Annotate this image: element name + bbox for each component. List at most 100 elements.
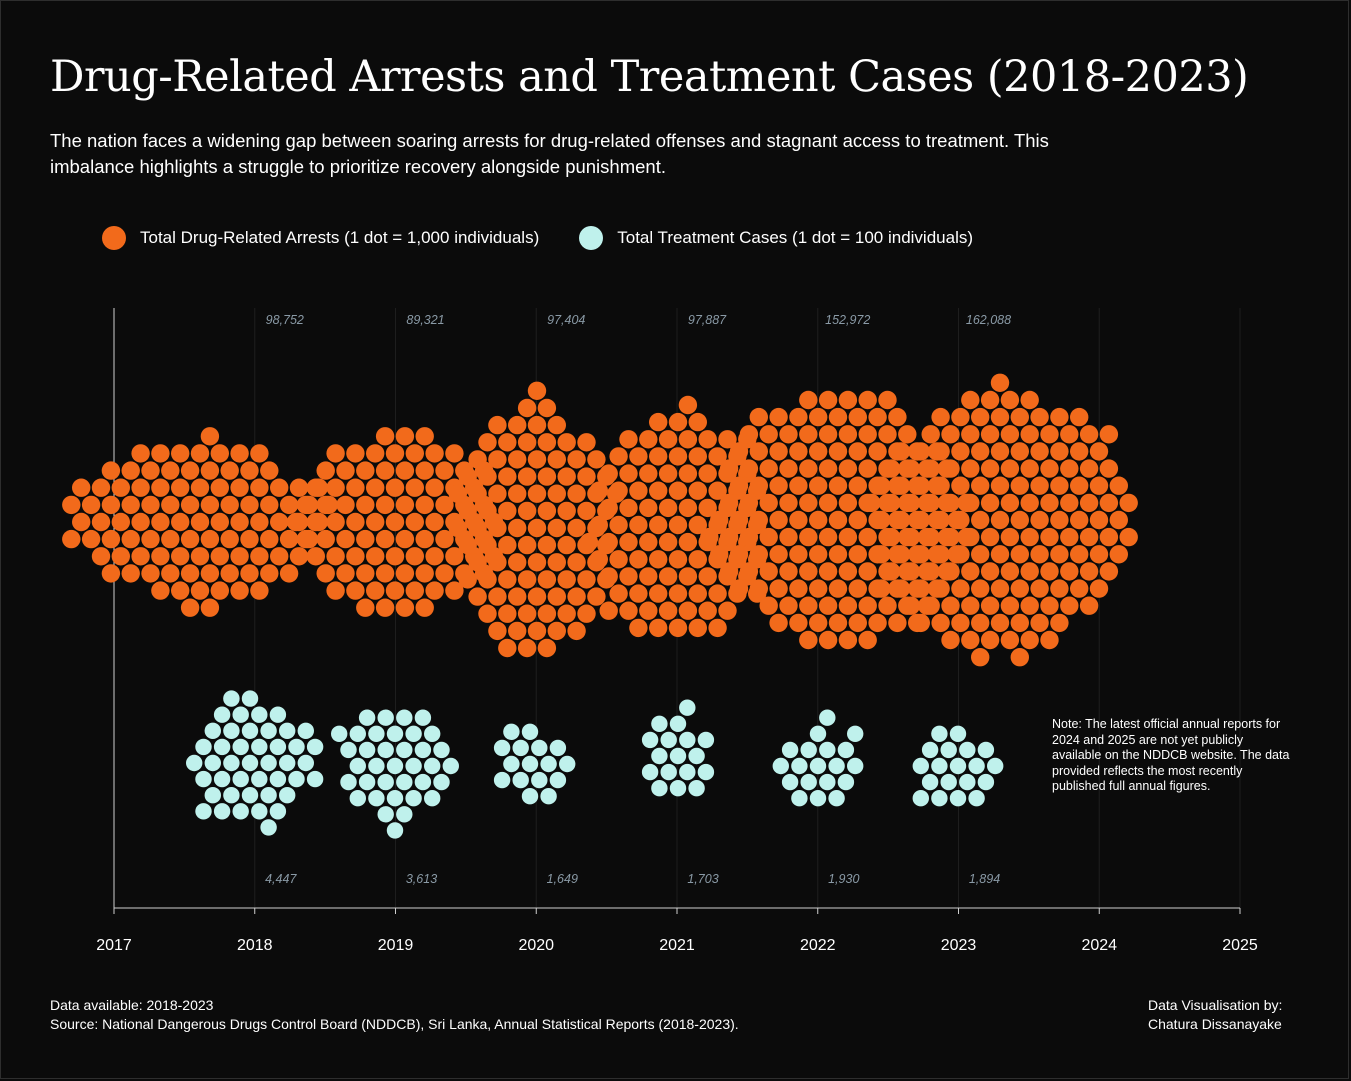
treatment-dot-2019-21 xyxy=(424,790,441,807)
arrest-dot-2019-58 xyxy=(306,512,325,532)
treatment-dot-2021-12 xyxy=(697,731,715,749)
treatment-dot-2022-12 xyxy=(781,773,799,791)
x-tick-label-2025: 2025 xyxy=(1222,937,1258,954)
arrest-dot-2019-68 xyxy=(395,427,415,446)
treatment-dot-2018-2 xyxy=(251,770,268,788)
arrest-dot-2022-115 xyxy=(818,630,838,650)
arrest-dot-2023-60 xyxy=(1010,579,1029,598)
arrest-dot-2019-30 xyxy=(346,547,365,566)
arrest-dot-2019-7 xyxy=(356,495,375,515)
arrest-dot-2020-46 xyxy=(537,604,557,623)
arrest-dot-2018-41 xyxy=(180,564,200,583)
arrest-dot-2018-55 xyxy=(141,461,160,480)
arrest-dot-2018-71 xyxy=(121,564,140,583)
arrest-dot-2019-33 xyxy=(415,564,434,583)
arrest-dot-2023-6 xyxy=(1000,493,1020,513)
arrest-dot-2020-24 xyxy=(498,467,517,486)
arrest-dot-2020-80 xyxy=(577,433,596,452)
x-tick-label-2018: 2018 xyxy=(237,937,273,954)
treatment-dot-2021-2 xyxy=(679,763,696,781)
arrest-dot-2018-51 xyxy=(279,495,299,515)
arrests-value-label-2019: 89,321 xyxy=(406,313,444,327)
arrest-dot-2020-16 xyxy=(498,501,517,521)
arrest-dot-2023-112 xyxy=(1079,562,1099,581)
arrest-dot-2020-76 xyxy=(537,398,557,418)
treatment-dot-2023-15 xyxy=(977,741,995,759)
treatment-dot-2021-14 xyxy=(688,780,705,797)
arrest-dot-2018-19 xyxy=(190,547,210,566)
treatment-dot-2022-13 xyxy=(837,773,855,791)
arrest-dot-2019-12 xyxy=(415,529,434,549)
arrest-dot-2019-75 xyxy=(375,598,395,617)
arrest-dot-2019-56 xyxy=(296,495,316,515)
treatment-dot-2023-18 xyxy=(912,790,929,807)
arrest-dot-2022-30 xyxy=(779,493,798,513)
treatment-value-label-2023: 1,894 xyxy=(969,872,1000,886)
arrest-dot-2020-70 xyxy=(468,450,487,469)
arrest-dot-2023-48 xyxy=(911,510,930,530)
arrest-dot-2023-42 xyxy=(1040,562,1059,581)
arrest-dot-2018-92 xyxy=(200,598,220,617)
arrest-dot-2018-31 xyxy=(151,547,170,566)
arrest-dot-2019-19 xyxy=(405,547,424,566)
arrest-dot-2023-10 xyxy=(971,476,990,495)
arrest-dot-2021-90 xyxy=(629,618,648,638)
treatment-dot-2022-8 xyxy=(791,790,808,807)
arrest-dot-2021-10 xyxy=(649,481,668,500)
arrest-dot-2020-73 xyxy=(527,415,547,435)
treatment-dot-2022-11 xyxy=(828,790,845,807)
treatment-dot-2018-19 xyxy=(223,787,240,804)
arrest-dot-2021-21 xyxy=(688,481,707,500)
arrest-dot-2022-28 xyxy=(789,476,808,495)
arrest-dot-2020-62 xyxy=(547,621,566,641)
arrest-dot-2023-31 xyxy=(980,459,1000,478)
arrest-dot-2023-131 xyxy=(961,630,980,650)
arrest-dot-2020-0 xyxy=(527,518,547,538)
arrest-dot-2023-61 xyxy=(1070,476,1089,495)
arrest-dot-2020-35 xyxy=(547,587,566,606)
treatment-dot-2023-7 xyxy=(940,773,957,791)
arrest-dot-2018-5 xyxy=(151,512,170,532)
arrest-dot-2020-14 xyxy=(517,570,537,589)
arrest-dot-2018-15 xyxy=(210,547,229,566)
arrest-dot-2023-99 xyxy=(901,459,921,478)
arrest-dot-2023-44 xyxy=(1050,545,1069,564)
arrest-dot-2020-44 xyxy=(567,587,586,606)
treatment-dot-2022-6 xyxy=(828,757,845,775)
arrest-dot-2022-62 xyxy=(789,442,808,461)
arrest-dot-2019-62 xyxy=(405,444,424,463)
arrest-dot-2020-42 xyxy=(577,467,596,486)
arrest-dot-2019-69 xyxy=(445,581,464,600)
treatment-dot-2018-14 xyxy=(223,722,240,739)
arrest-dot-2023-161 xyxy=(1109,545,1129,564)
arrest-dot-2019-48 xyxy=(385,444,405,463)
treatment-dot-2019-11 xyxy=(414,741,432,759)
arrest-dot-2021-68 xyxy=(599,464,618,483)
treatment-dot-2020-6 xyxy=(531,771,548,789)
arrest-dot-2018-26 xyxy=(250,512,269,532)
arrest-dot-2021-26 xyxy=(639,464,658,483)
arrest-dot-2019-37 xyxy=(316,495,335,515)
arrest-dot-2023-138 xyxy=(931,407,950,427)
arrest-dot-2020-77 xyxy=(458,501,477,521)
arrest-dot-2020-81 xyxy=(587,450,606,469)
arrest-dot-2022-69 xyxy=(818,596,838,615)
treatment-dot-2018-43 xyxy=(223,690,240,707)
arrest-dot-2020-25 xyxy=(527,587,547,606)
treatment-dot-2021-6 xyxy=(688,747,705,765)
arrest-dot-2023-59 xyxy=(921,493,940,513)
arrest-dot-2019-64 xyxy=(306,547,325,566)
arrest-dot-2021-20 xyxy=(629,515,648,535)
arrest-dot-2019-20 xyxy=(375,461,395,480)
arrest-dot-2019-81 xyxy=(445,444,464,463)
arrest-dot-2021-84 xyxy=(718,430,737,449)
arrest-dot-2019-29 xyxy=(336,529,355,549)
arrest-dot-2023-76 xyxy=(1000,425,1020,444)
treatment-dot-2021-4 xyxy=(660,763,677,781)
arrest-dot-2019-54 xyxy=(425,444,444,463)
arrest-dot-2023-118 xyxy=(1000,630,1020,650)
arrest-dot-2023-117 xyxy=(1050,407,1069,427)
arrest-dot-2022-109 xyxy=(729,545,749,564)
arrest-dot-2018-50 xyxy=(240,564,259,583)
arrest-dot-2019-17 xyxy=(346,512,365,532)
